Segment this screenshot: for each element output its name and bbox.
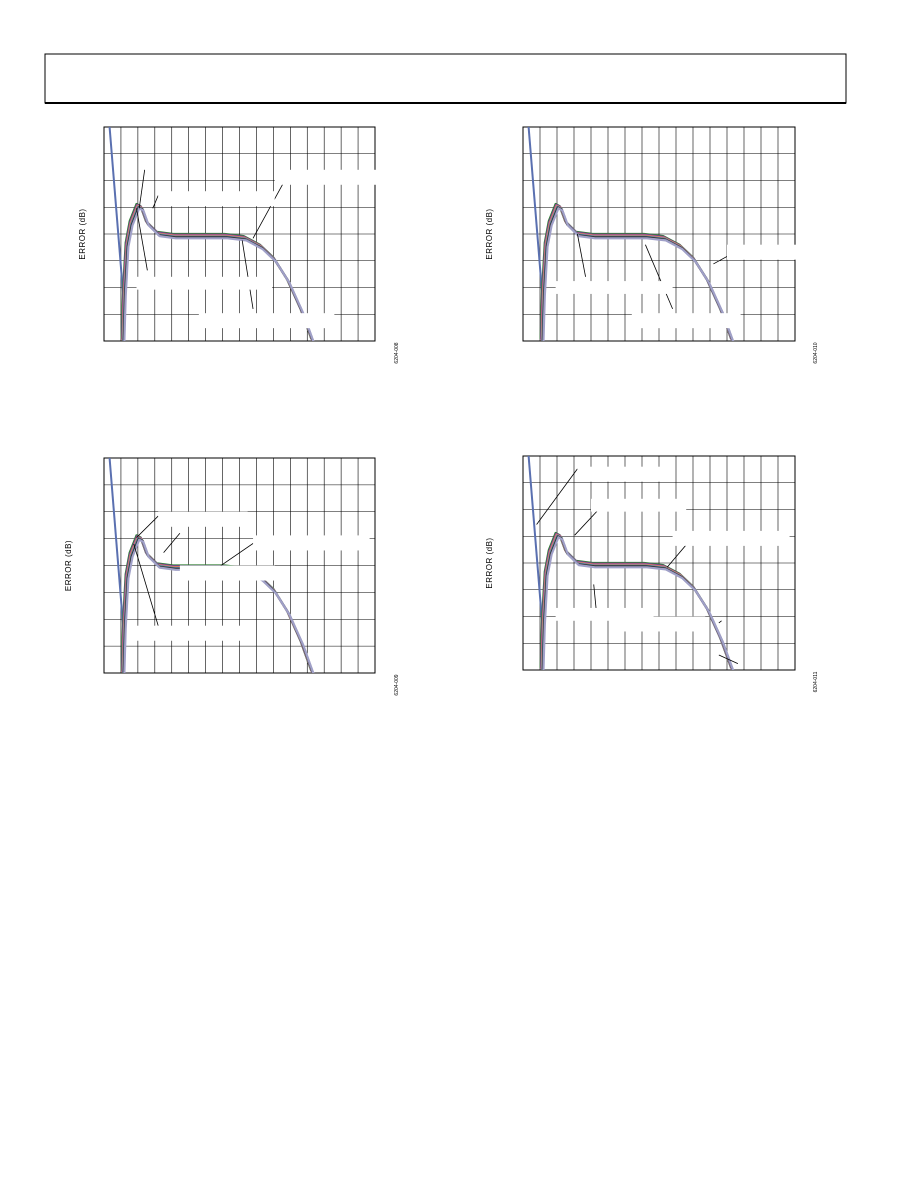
label-box — [631, 313, 741, 329]
figure-code: 6204-010 — [813, 342, 819, 363]
arrow — [136, 208, 148, 271]
label-box — [623, 616, 706, 632]
arrow — [163, 532, 181, 553]
curves — [527, 456, 735, 670]
label-box — [577, 466, 673, 482]
figure: ERROR (dB) 6204-010 — [485, 126, 819, 364]
arrow — [645, 244, 673, 310]
curve — [123, 207, 315, 341]
label-box — [136, 276, 273, 290]
label-box — [158, 511, 248, 527]
label-box — [198, 313, 335, 329]
y-axis-label: ERROR (dB) — [64, 540, 73, 591]
label-box — [158, 191, 275, 207]
curve — [542, 536, 735, 670]
header-box — [44, 53, 847, 104]
arrow — [133, 543, 159, 626]
steep-curve — [527, 127, 545, 309]
steep-curve — [108, 127, 126, 309]
y-axis-label: ERROR (dB) — [485, 537, 494, 588]
label-box — [131, 625, 245, 641]
arrow — [718, 620, 722, 624]
steep-curve — [108, 458, 126, 641]
figure: ERROR (dB) 6204-011 — [485, 455, 819, 692]
curve — [123, 538, 315, 673]
label-box — [179, 565, 275, 581]
figure-code: 6204-011 — [813, 671, 819, 692]
arrow — [241, 240, 254, 309]
arrow — [217, 539, 259, 568]
arrow — [152, 195, 159, 209]
arrow — [136, 515, 159, 538]
y-axis-label: ERROR (dB) — [485, 208, 494, 259]
arrow — [577, 233, 586, 277]
arrow — [138, 169, 146, 209]
label-box — [555, 281, 673, 294]
steep-curve — [527, 456, 545, 638]
curves — [108, 127, 315, 341]
curves — [108, 458, 315, 673]
label-box — [274, 169, 378, 185]
arrow — [536, 468, 578, 525]
curve — [542, 207, 735, 341]
arrow — [593, 584, 597, 613]
figure-code: 6204-008 — [394, 342, 400, 363]
figure: ERROR (dB) 6204-008 — [78, 126, 400, 364]
label-box — [672, 530, 790, 546]
label-box — [253, 535, 370, 551]
figure: ERROR (dB) 6204-009 — [64, 457, 400, 696]
label-box — [727, 244, 798, 260]
figure-code: 6204-009 — [394, 674, 400, 695]
curves — [527, 127, 735, 341]
arrow — [718, 654, 739, 664]
y-axis-label: ERROR (dB) — [78, 208, 87, 259]
label-box — [591, 498, 687, 512]
